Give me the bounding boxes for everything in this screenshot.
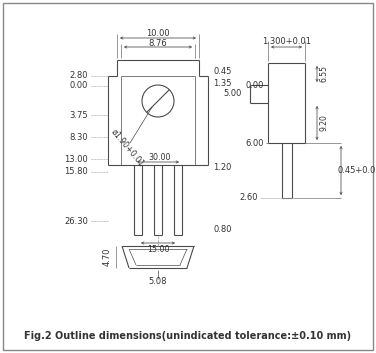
Text: 30.00: 30.00 — [149, 152, 171, 162]
Text: 0.00: 0.00 — [70, 82, 88, 90]
Text: 8.76: 8.76 — [149, 38, 167, 48]
Text: 2.60: 2.60 — [240, 193, 258, 203]
Text: ø1.90+0.01: ø1.90+0.01 — [110, 127, 146, 169]
Text: 6.55: 6.55 — [320, 66, 329, 83]
Text: 15.80: 15.80 — [64, 168, 88, 176]
Text: 6.00: 6.00 — [246, 138, 264, 148]
Text: 4.70: 4.70 — [103, 248, 112, 266]
Text: 1.35: 1.35 — [213, 79, 232, 89]
Text: 26.30: 26.30 — [64, 216, 88, 226]
Text: 0.45+0.01: 0.45+0.01 — [337, 166, 376, 175]
Text: 15.00: 15.00 — [147, 245, 169, 253]
Text: 3.75: 3.75 — [70, 110, 88, 120]
Text: Fig.2 Outline dimensions(unindicated tolerance:±0.10 mm): Fig.2 Outline dimensions(unindicated tol… — [24, 331, 352, 341]
Text: 5.08: 5.08 — [149, 277, 167, 287]
Text: 0.00: 0.00 — [246, 80, 264, 90]
Text: 1.300+0.01: 1.300+0.01 — [262, 37, 311, 47]
Text: 5.00: 5.00 — [224, 90, 242, 98]
Text: 0.80: 0.80 — [213, 226, 232, 234]
Text: 10.00: 10.00 — [146, 29, 170, 37]
Text: 9.20: 9.20 — [320, 115, 329, 131]
Text: 8.30: 8.30 — [70, 132, 88, 142]
Text: 13.00: 13.00 — [64, 155, 88, 163]
Text: 0.45: 0.45 — [213, 66, 231, 76]
Text: 1.20: 1.20 — [213, 163, 231, 173]
Text: 2.80: 2.80 — [70, 72, 88, 80]
